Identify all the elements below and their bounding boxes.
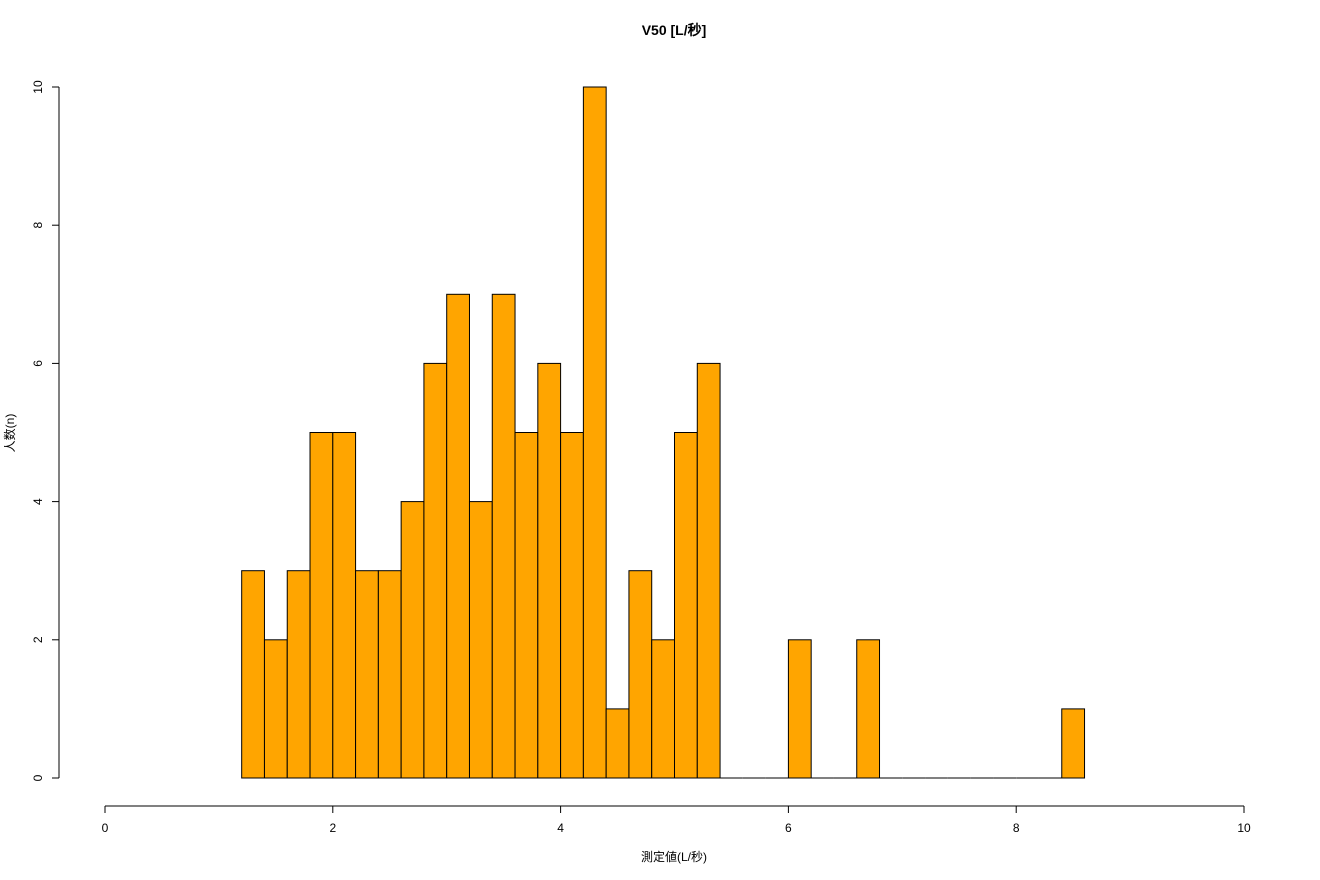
histogram-bar bbox=[696, 362, 721, 779]
histogram-bar bbox=[628, 570, 653, 779]
x-axis: 0 2 4 6 8 10 bbox=[102, 805, 1251, 835]
histogram-bar bbox=[468, 501, 493, 779]
bars-group bbox=[241, 86, 1086, 779]
histogram-bar bbox=[787, 639, 812, 779]
histogram-bar bbox=[1061, 708, 1086, 779]
histogram-bar bbox=[423, 362, 448, 779]
histogram-bar bbox=[332, 432, 357, 779]
x-axis-label: 測定値(L/秒) bbox=[641, 849, 707, 864]
y-tick-label: 4 bbox=[31, 498, 45, 505]
histogram-bar bbox=[355, 570, 379, 779]
histogram-bar bbox=[651, 639, 675, 779]
y-tick-label: 2 bbox=[31, 636, 45, 643]
x-tick-label: 10 bbox=[1237, 821, 1251, 835]
histogram-bar bbox=[514, 432, 539, 779]
x-tick-label: 4 bbox=[557, 821, 564, 835]
y-tick-label: 0 bbox=[31, 774, 45, 781]
histogram-bar bbox=[286, 570, 311, 779]
histogram-bar bbox=[582, 86, 607, 779]
x-tick-label: 8 bbox=[1013, 821, 1020, 835]
histogram-bar bbox=[605, 708, 630, 779]
histogram-bar bbox=[377, 570, 402, 779]
y-axis-label: 人数(n) bbox=[2, 414, 17, 453]
histogram-bar bbox=[560, 432, 584, 779]
x-tick-label: 0 bbox=[102, 821, 109, 835]
histogram-bar bbox=[263, 639, 288, 779]
x-tick-label: 2 bbox=[329, 821, 336, 835]
y-axis: 0 2 4 6 8 10 bbox=[31, 80, 60, 781]
histogram-bar bbox=[446, 293, 470, 779]
y-tick-label: 10 bbox=[31, 80, 45, 94]
histogram-bar bbox=[491, 293, 516, 779]
histogram-bar bbox=[537, 362, 562, 779]
x-tick-label: 6 bbox=[785, 821, 792, 835]
histogram-bar bbox=[856, 639, 881, 779]
histogram-bar bbox=[241, 570, 265, 779]
chart-title: V50 [L/秒] bbox=[642, 22, 707, 38]
y-tick-label: 8 bbox=[31, 222, 45, 229]
histogram-bar bbox=[309, 432, 334, 779]
histogram-bar bbox=[674, 432, 698, 779]
histogram-bar bbox=[400, 501, 425, 779]
y-tick-label: 6 bbox=[31, 360, 45, 367]
